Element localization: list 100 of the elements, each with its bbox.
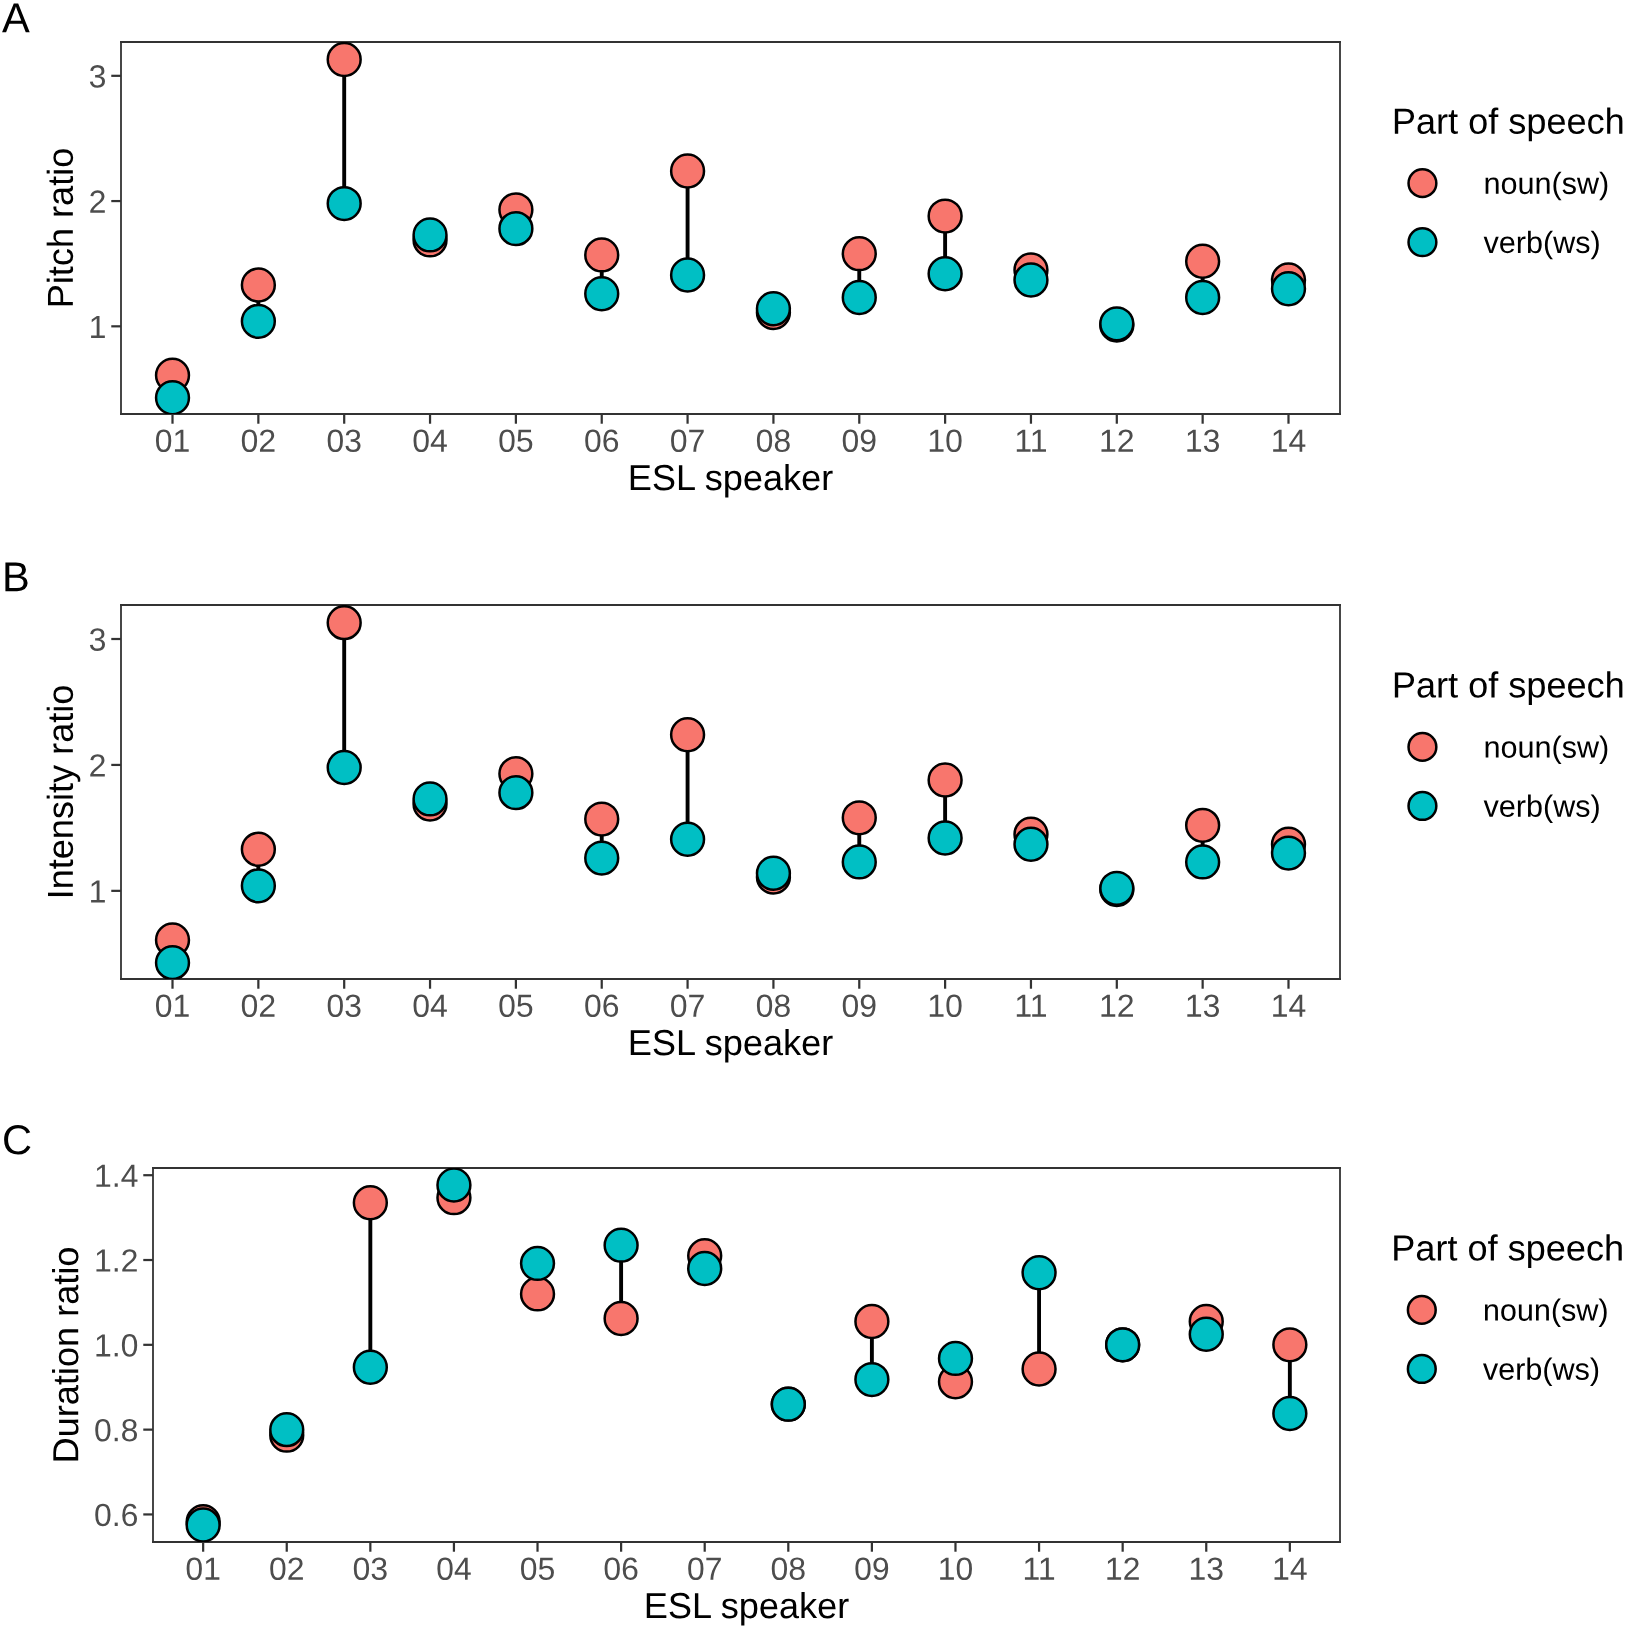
x-tick-label: 09 — [842, 994, 876, 1018]
x-tick-label: 06 — [585, 429, 619, 453]
point — [352, 1349, 389, 1385]
point — [669, 153, 706, 189]
point — [927, 256, 963, 292]
x-tick-label: 02 — [270, 1557, 303, 1581]
point — [269, 1411, 305, 1448]
x-tick-label: 10 — [940, 1557, 972, 1581]
x-tick-label: 06 — [604, 1557, 638, 1581]
y-axis-title: Duration ratio — [52, 1248, 79, 1461]
point — [436, 1168, 472, 1203]
point — [669, 257, 706, 293]
x-tick-label: 12 — [1107, 1557, 1139, 1580]
y-tick-label: 1.4 — [96, 1164, 138, 1187]
x-tick-label: 04 — [437, 1557, 471, 1581]
point — [154, 944, 191, 979]
y-tick-label: 0.6 — [95, 1503, 138, 1527]
point — [326, 42, 362, 78]
point — [584, 237, 620, 273]
legend-label: verb(ws) — [1483, 1357, 1599, 1386]
x-tick-label: 13 — [1190, 1557, 1223, 1581]
y-tick-label: 1 — [91, 315, 105, 338]
legend-title: Part of speech — [1394, 1234, 1622, 1268]
point — [1270, 271, 1307, 307]
point — [498, 210, 534, 247]
point — [1021, 1255, 1057, 1291]
chart-title: B — [5, 562, 28, 592]
x-tick-label: 03 — [327, 429, 361, 453]
point — [1184, 243, 1221, 279]
point — [1272, 1327, 1308, 1363]
point — [240, 267, 277, 303]
x-axis-title: ESL speaker — [630, 1028, 833, 1063]
y-tick-label: 1.0 — [96, 1334, 138, 1357]
x-tick-label: 06 — [585, 994, 619, 1018]
x-tick-label: 05 — [499, 994, 533, 1018]
x-axis-title: ESL speaker — [646, 1591, 849, 1626]
point — [854, 1361, 890, 1398]
y-tick-label: 1 — [91, 880, 105, 903]
point — [326, 749, 362, 786]
point — [498, 774, 534, 811]
y-tick-label: 0.8 — [95, 1418, 138, 1442]
point — [240, 831, 277, 867]
x-tick-label: 10 — [929, 994, 962, 1018]
y-tick-label: 2 — [90, 190, 105, 213]
x-tick-label: 08 — [771, 1557, 805, 1581]
x-tick-label: 11 — [1016, 994, 1046, 1017]
point — [1184, 807, 1221, 844]
point — [519, 1245, 556, 1282]
x-tick-label: 14 — [1273, 994, 1306, 1017]
x-tick-label: 01 — [186, 1557, 220, 1581]
x-tick-label: 14 — [1273, 429, 1306, 452]
point — [584, 801, 620, 837]
x-tick-label: 04 — [413, 429, 447, 453]
legend-title: Part of speech — [1394, 671, 1623, 705]
y-tick-label: 2 — [90, 754, 105, 777]
x-tick-label: 11 — [1024, 1557, 1055, 1580]
legend-label: noun(sw) — [1485, 171, 1608, 201]
legend-label: verb(ws) — [1483, 230, 1599, 260]
x-tick-label: 08 — [756, 429, 790, 453]
point — [240, 868, 277, 904]
point — [927, 820, 963, 856]
x-tick-label: 08 — [756, 994, 790, 1018]
point — [1188, 1316, 1224, 1352]
x-tick-label: 07 — [671, 994, 704, 1018]
point — [1013, 262, 1049, 298]
point — [669, 717, 706, 753]
legend-label: verb(ws) — [1483, 794, 1599, 823]
x-tick-label: 11 — [1016, 429, 1046, 452]
point — [603, 1227, 639, 1263]
point — [326, 605, 362, 641]
chart-title: C — [4, 1125, 31, 1155]
y-tick-label: 3 — [89, 65, 106, 88]
y-tick-label: 1.2 — [96, 1249, 137, 1272]
y-axis-title: Pitch ratio — [46, 149, 74, 306]
point — [841, 235, 877, 272]
point — [841, 279, 877, 316]
point — [937, 1340, 974, 1377]
y-tick-label: 3 — [89, 628, 106, 651]
point — [584, 840, 620, 876]
point — [841, 800, 877, 836]
point — [927, 762, 963, 798]
x-tick-label: 13 — [1187, 994, 1220, 1018]
x-tick-label: 03 — [353, 1557, 387, 1581]
x-tick-label: 05 — [499, 429, 533, 453]
x-tick-label: 02 — [241, 429, 275, 453]
point — [154, 380, 191, 414]
point — [669, 821, 706, 857]
x-tick-label: 01 — [155, 994, 189, 1018]
point — [1272, 1395, 1308, 1432]
x-tick-label: 01 — [155, 429, 189, 453]
point — [927, 198, 963, 234]
point — [1184, 279, 1221, 316]
x-tick-label: 09 — [855, 1557, 889, 1581]
point — [240, 303, 277, 339]
point — [1013, 826, 1049, 862]
y-axis-title: Intensity ratio — [46, 686, 81, 897]
legend-title: Part of speech — [1394, 107, 1623, 142]
x-tick-label: 02 — [241, 994, 275, 1018]
point — [841, 844, 877, 880]
x-tick-label: 05 — [521, 1557, 554, 1581]
